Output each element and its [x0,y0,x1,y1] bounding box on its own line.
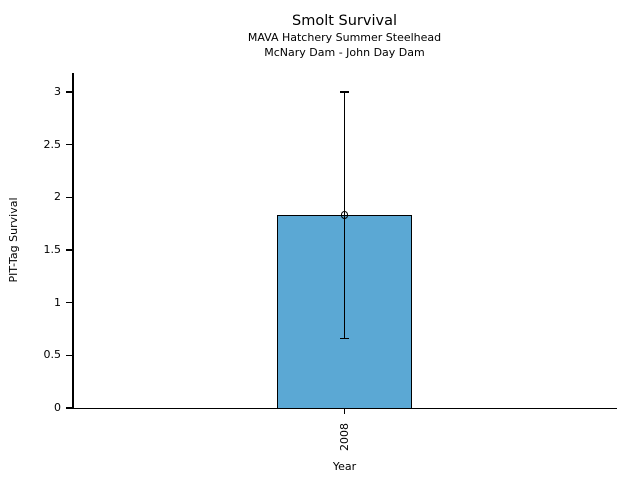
y-tick-label: 0.5 [43,348,62,362]
x-axis-title: Year [332,460,357,473]
error-bar-cap-upper [340,91,349,93]
data-point-marker [340,211,349,219]
y-tick-label: 2.5 [43,137,62,151]
y-tick-label: 3 [54,85,61,98]
chart-subtitle-hatchery: MAVA Hatchery Summer Steelhead [247,31,442,44]
y-axis-title: PIT-Tag Survival [7,197,20,283]
y-tick-mark [66,301,73,304]
y-tick-label: 0 [54,401,61,414]
y-axis-line [72,73,74,409]
error-bar-cap-lower [340,337,349,340]
y-tick-mark [66,407,73,409]
chart-subtitle-reach: McNary Dam - John Day Dam [264,46,425,59]
y-tick-mark [66,196,73,199]
chart-title: Smolt Survival [292,13,397,29]
y-tick-mark [66,143,73,146]
x-tick-mark [343,408,346,414]
y-tick-mark [66,249,73,251]
y-tick-label: 1.5 [43,243,62,256]
y-tick-label: 1 [54,295,61,309]
y-tick-mark [66,354,73,357]
y-tick-mark [66,91,73,93]
y-tick-label: 2 [54,190,61,204]
